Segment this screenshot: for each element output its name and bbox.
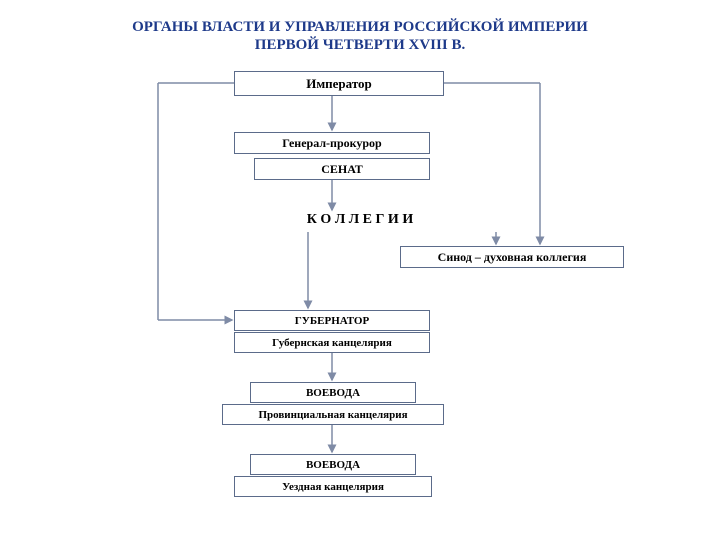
node-senate: СЕНАТ <box>254 158 430 180</box>
node-provkanc: Провинциальная канцелярия <box>222 404 444 425</box>
node-kollegii-label: К О Л Л Е Г И И <box>307 212 413 227</box>
title-line2: ПЕРВОЙ ЧЕТВЕРТИ XVIII В. <box>0 36 720 54</box>
title-line1: ОРГАНЫ ВЛАСТИ И УПРАВЛЕНИЯ РОССИЙСКОЙ ИМ… <box>0 18 720 36</box>
node-synod-label: Синод – духовная коллегия <box>438 250 587 265</box>
node-uezdkanc: Уездная канцелярия <box>234 476 432 497</box>
node-governor: ГУБЕРНАТОР <box>234 310 430 331</box>
node-synod: Синод – духовная коллегия <box>400 246 624 268</box>
node-gubkanc: Губернская канцелярия <box>234 332 430 353</box>
node-voevoda2-label: ВОЕВОДА <box>306 459 360 471</box>
node-genprok-label: Генерал-прокурор <box>282 136 381 151</box>
node-senate-label: СЕНАТ <box>321 162 363 177</box>
node-genprok: Генерал-прокурор <box>234 132 430 154</box>
node-emperor: Император <box>234 71 444 96</box>
node-governor-label: ГУБЕРНАТОР <box>295 315 369 327</box>
node-voevoda1-label: ВОЕВОДА <box>306 387 360 399</box>
node-kollegii: К О Л Л Е Г И И <box>260 212 460 232</box>
node-uezdkanc-label: Уездная канцелярия <box>282 481 384 493</box>
diagram-title: ОРГАНЫ ВЛАСТИ И УПРАВЛЕНИЯ РОССИЙСКОЙ ИМ… <box>0 18 720 54</box>
node-voevoda2: ВОЕВОДА <box>250 454 416 475</box>
node-voevoda1: ВОЕВОДА <box>250 382 416 403</box>
node-gubkanc-label: Губернская канцелярия <box>272 337 392 349</box>
node-provkanc-label: Провинциальная канцелярия <box>258 409 407 421</box>
node-emperor-label: Император <box>306 76 372 92</box>
